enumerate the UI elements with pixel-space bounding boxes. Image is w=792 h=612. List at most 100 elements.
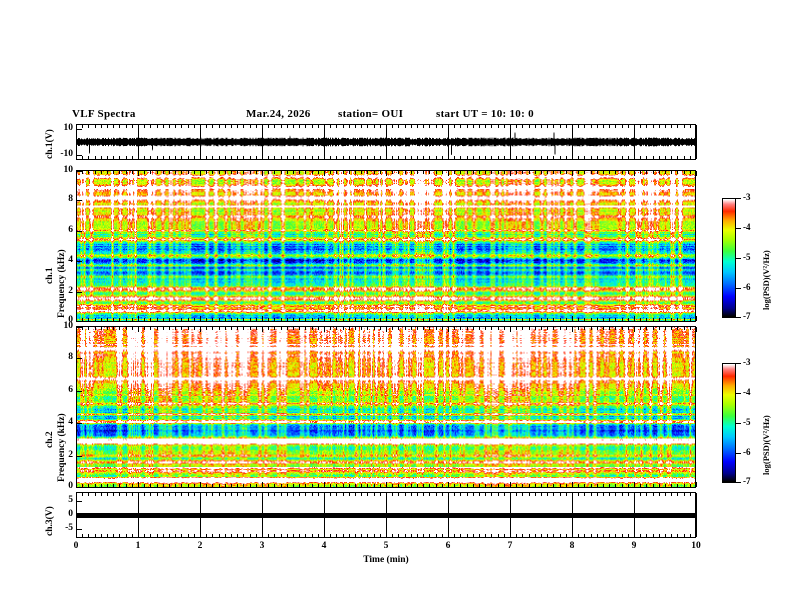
axis-tick — [181, 318, 182, 321]
axis-tick — [76, 358, 82, 359]
axis-tick — [237, 171, 238, 174]
axis-tick — [392, 156, 393, 159]
axis-tick — [467, 171, 468, 174]
axis-tick — [206, 327, 207, 330]
axis-tick — [324, 125, 325, 159]
axis-tick — [436, 534, 437, 537]
axis-tick — [622, 534, 623, 537]
axis-tick — [188, 318, 189, 321]
axis-tick — [343, 318, 344, 321]
axis-tick — [684, 318, 685, 321]
axis-tick — [194, 327, 195, 330]
ch1-volt-tick-label: 10 — [63, 123, 74, 133]
axis-tick — [95, 156, 96, 159]
axis-tick — [491, 534, 492, 537]
axis-tick — [696, 316, 697, 321]
axis-tick — [374, 493, 375, 496]
axis-tick — [572, 493, 573, 537]
axis-tick — [324, 493, 325, 537]
axis-tick — [448, 493, 449, 537]
axis-tick — [287, 493, 288, 496]
axis-tick — [138, 316, 139, 321]
axis-tick — [566, 125, 567, 128]
time-tick-label: 2 — [197, 541, 203, 551]
axis-tick — [684, 493, 685, 496]
axis-tick — [615, 493, 616, 496]
axis-tick — [584, 318, 585, 321]
axis-tick — [268, 484, 269, 487]
axis-tick — [442, 493, 443, 496]
axis-tick — [281, 327, 282, 330]
axis-tick — [392, 493, 393, 496]
axis-tick — [547, 493, 548, 496]
axis-tick — [144, 171, 145, 174]
axis-tick — [380, 156, 381, 159]
axis-tick — [653, 493, 654, 496]
axis-tick — [553, 327, 554, 330]
axis-tick — [572, 125, 573, 159]
axis-tick — [243, 484, 244, 487]
axis-tick — [157, 484, 158, 487]
axis-tick — [76, 292, 82, 293]
axis-tick — [225, 125, 226, 128]
axis-tick — [76, 129, 82, 130]
axis-tick — [504, 156, 505, 159]
axis-tick — [132, 493, 133, 496]
axis-tick — [467, 484, 468, 487]
axis-tick — [485, 318, 486, 321]
axis-tick — [119, 125, 120, 128]
axis-tick — [417, 125, 418, 128]
axis-tick — [516, 484, 517, 487]
axis-tick — [584, 156, 585, 159]
axis-tick — [374, 318, 375, 321]
axis-tick — [417, 493, 418, 496]
axis-tick — [522, 318, 523, 321]
axis-tick — [76, 125, 77, 159]
axis-tick — [429, 125, 430, 128]
axis-tick — [591, 171, 592, 174]
axis-tick — [386, 482, 387, 487]
axis-tick — [380, 493, 381, 496]
axis-tick — [423, 318, 424, 321]
axis-tick — [305, 484, 306, 487]
axis-tick — [696, 125, 697, 159]
axis-tick — [665, 156, 666, 159]
axis-tick — [274, 318, 275, 321]
axis-tick — [281, 171, 282, 174]
axis-tick — [250, 534, 251, 537]
axis-tick — [615, 318, 616, 321]
axis-tick — [677, 534, 678, 537]
axis-tick — [491, 493, 492, 496]
axis-tick — [88, 125, 89, 128]
axis-tick — [386, 327, 387, 332]
axis-tick — [76, 487, 82, 488]
axis-tick — [398, 534, 399, 537]
axis-tick — [628, 318, 629, 321]
axis-tick — [250, 318, 251, 321]
axis-tick — [522, 484, 523, 487]
axis-tick — [150, 327, 151, 330]
axis-tick — [107, 327, 108, 330]
axis-tick — [188, 493, 189, 496]
axis-tick — [547, 534, 548, 537]
axis-tick — [231, 484, 232, 487]
axis-tick — [132, 171, 133, 174]
axis-tick — [436, 327, 437, 330]
axis-tick — [405, 484, 406, 487]
axis-tick — [361, 484, 362, 487]
axis-tick — [380, 318, 381, 321]
axis-tick — [150, 318, 151, 321]
axis-tick — [256, 493, 257, 496]
axis-tick — [287, 534, 288, 537]
axis-tick — [634, 125, 635, 159]
axis-tick — [175, 484, 176, 487]
axis-tick — [578, 125, 579, 128]
axis-tick — [324, 171, 325, 176]
axis-tick — [330, 171, 331, 174]
axis-tick — [467, 327, 468, 330]
axis-tick — [113, 125, 114, 128]
axis-tick — [206, 171, 207, 174]
axis-tick — [206, 484, 207, 487]
ch2-freq-axis-channel: ch.2 — [45, 431, 55, 448]
axis-tick — [736, 423, 741, 424]
